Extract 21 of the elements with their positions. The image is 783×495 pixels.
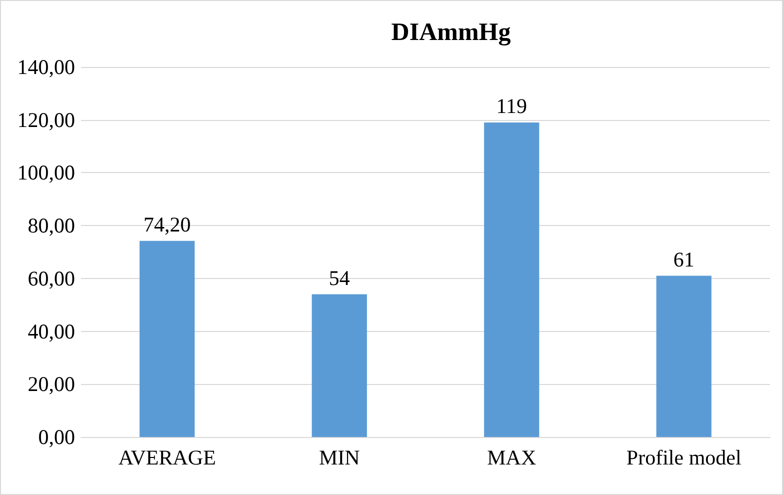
data-label: 54 (328, 266, 350, 290)
data-label: 61 (673, 247, 694, 272)
y-tick-label: 0,00 (38, 425, 75, 449)
y-tick-label: 120,00 (17, 108, 75, 132)
bar (484, 122, 540, 437)
y-tick-label: 60,00 (28, 266, 75, 290)
chart-title: DIAmmHg (391, 19, 512, 46)
bar (656, 276, 712, 437)
bar (140, 240, 195, 437)
y-tick-label: 100,00 (17, 160, 75, 185)
bar (312, 294, 367, 437)
y-tick-label: 80,00 (28, 214, 75, 238)
x-tick-label: AVERAGE (118, 446, 216, 470)
y-tick-label: 20,00 (28, 372, 75, 396)
x-tick-label: MAX (487, 446, 536, 470)
data-label: 74,20 (144, 212, 191, 236)
x-tick-label: Profile model (626, 446, 742, 470)
y-tick-label: 140,00 (17, 55, 75, 79)
x-tick-label: MIN (318, 446, 360, 470)
data-label: 119 (496, 94, 527, 118)
y-tick-label: 40,00 (28, 319, 75, 344)
